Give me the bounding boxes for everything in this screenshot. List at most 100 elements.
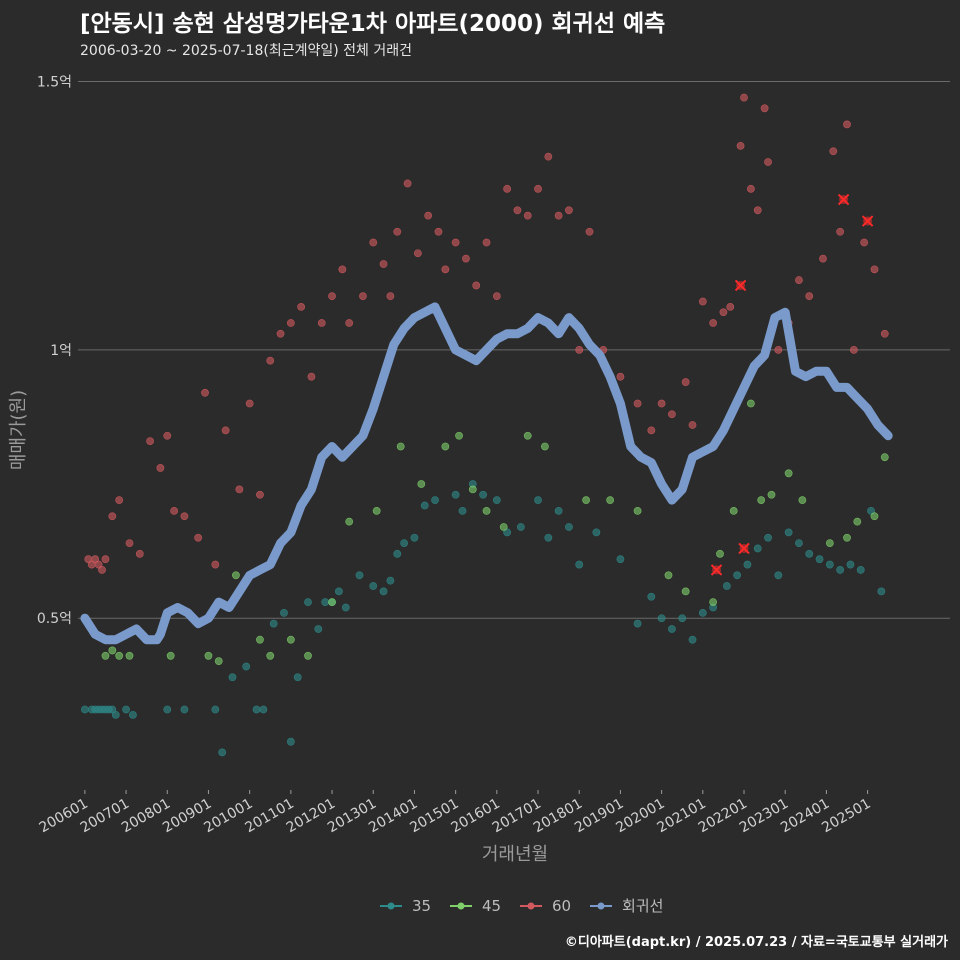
- point-35: [534, 496, 542, 505]
- point-35: [80, 705, 89, 714]
- point-35: [393, 549, 402, 558]
- point-35: [458, 506, 467, 515]
- point-60: [297, 303, 306, 311]
- point-60: [746, 184, 755, 193]
- point-60: [245, 399, 254, 408]
- point-60: [451, 238, 460, 247]
- point-35: [592, 528, 601, 537]
- point-35: [846, 560, 855, 569]
- point-45: [523, 431, 532, 440]
- point-60: [740, 93, 748, 102]
- legend-label: 회귀선: [622, 897, 663, 915]
- point-35: [774, 571, 783, 580]
- point-60: [860, 238, 869, 247]
- point-60: [101, 555, 110, 564]
- point-45: [115, 651, 124, 660]
- point-60: [317, 319, 326, 327]
- point-35: [293, 673, 302, 682]
- legend-item: 60: [520, 897, 571, 915]
- point-35: [688, 635, 697, 644]
- point-60: [492, 292, 501, 301]
- point-60: [256, 490, 264, 499]
- point-35: [856, 566, 865, 574]
- point-60: [753, 206, 762, 215]
- point-60: [523, 211, 532, 220]
- regression-line: [80, 302, 893, 645]
- point-35: [877, 587, 886, 596]
- legend-key-dot: [457, 902, 465, 910]
- point-45: [328, 598, 336, 607]
- point-45: [304, 651, 312, 660]
- point-60: [108, 512, 117, 521]
- point-45: [606, 496, 615, 505]
- point-35: [129, 710, 137, 719]
- point-60: [462, 254, 470, 263]
- footer-credit: ©디아파트(dapt.kr) / 2025.07.23 / 자료=국토교통부 실…: [564, 935, 948, 950]
- point-35: [753, 544, 762, 553]
- point-60: [98, 566, 106, 574]
- x-axis-title: 거래년월: [482, 844, 548, 865]
- point-35: [544, 533, 553, 542]
- point-60: [688, 421, 697, 429]
- point-60: [774, 345, 783, 354]
- point-35: [825, 560, 834, 569]
- point-60: [585, 227, 594, 236]
- legend-label: 35: [412, 897, 431, 915]
- highlight-x-marker: [861, 215, 874, 227]
- point-60: [276, 329, 285, 338]
- point-35: [805, 549, 814, 558]
- point-60: [633, 399, 642, 408]
- point-60: [379, 260, 388, 268]
- point-60: [795, 276, 803, 284]
- point-60: [482, 238, 491, 247]
- point-45: [455, 431, 463, 440]
- point-35: [286, 737, 295, 746]
- y-tick-label: 1.5억: [37, 74, 72, 90]
- point-35: [218, 748, 227, 757]
- legend: 35 45 60 회귀선: [380, 897, 663, 915]
- point-35: [314, 625, 323, 633]
- point-35: [111, 710, 120, 719]
- point-60: [681, 378, 690, 386]
- point-45: [709, 598, 718, 607]
- point-60: [736, 141, 745, 150]
- chart-subtitle: 2006-03-20 ~ 2025-07-18(최근계약일) 전체 거래건: [80, 43, 412, 59]
- point-45: [843, 533, 851, 542]
- point-60: [647, 426, 656, 435]
- legend-key-dot: [527, 902, 535, 910]
- point-45: [468, 485, 477, 494]
- point-60: [544, 152, 553, 161]
- point-60: [668, 410, 676, 419]
- point-60: [513, 206, 522, 215]
- point-35: [764, 533, 772, 542]
- point-35: [698, 608, 707, 617]
- point-35: [554, 506, 563, 515]
- point-45: [825, 539, 834, 547]
- point-35: [335, 587, 343, 596]
- point-35: [722, 582, 731, 590]
- point-45: [798, 496, 807, 505]
- legend-label: 45: [482, 897, 501, 915]
- point-35: [678, 614, 687, 623]
- point-45: [540, 442, 549, 451]
- point-60: [819, 254, 827, 263]
- highlight-x-marker: [710, 564, 723, 576]
- point-45: [441, 442, 450, 451]
- point-60: [719, 308, 728, 317]
- scatter-points: [80, 93, 889, 757]
- point-45: [372, 506, 381, 515]
- point-60: [403, 179, 412, 188]
- point-60: [709, 319, 718, 327]
- point-35: [321, 598, 330, 607]
- point-60: [698, 297, 707, 306]
- point-60: [211, 560, 220, 569]
- point-60: [345, 319, 354, 327]
- point-45: [101, 651, 110, 660]
- point-35: [565, 523, 573, 531]
- point-60: [472, 281, 481, 290]
- point-35: [122, 705, 130, 714]
- point-60: [194, 533, 203, 542]
- legend-item: 35: [380, 897, 431, 915]
- point-60: [286, 319, 295, 327]
